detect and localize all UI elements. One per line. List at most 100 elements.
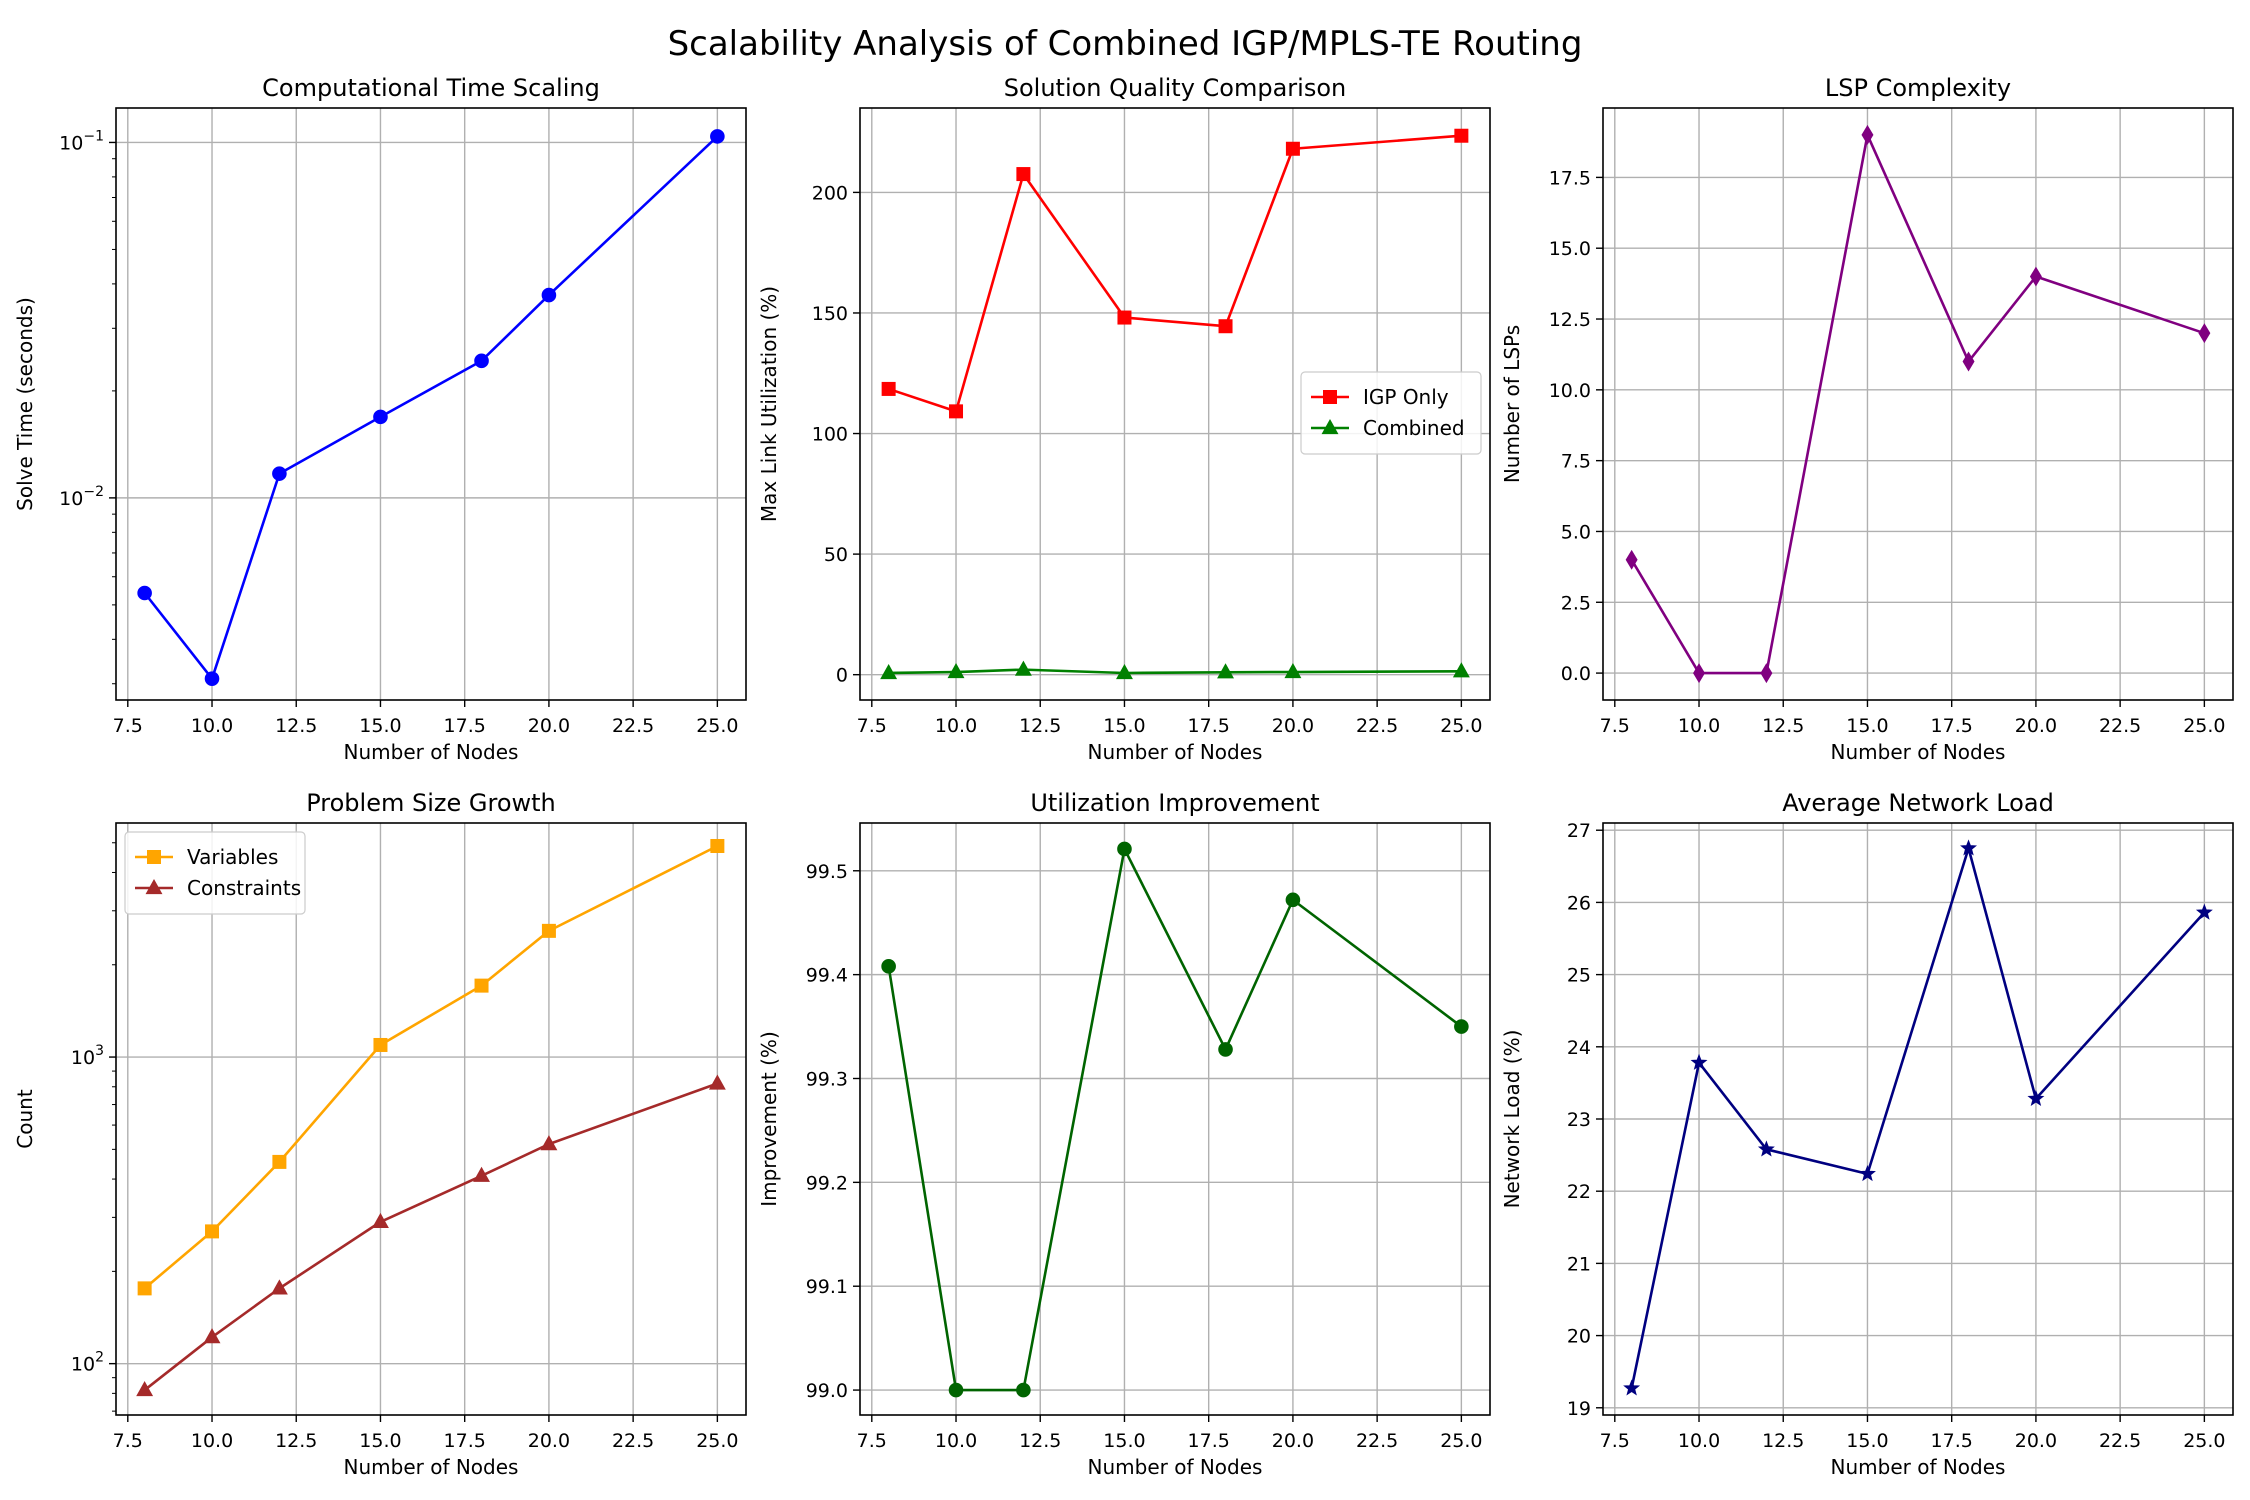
gridlines [860, 108, 1490, 700]
subplot-lsp-complexity: 7.5 10.0 12.5 15.0 17.5 20.0 22.5 25.0 0.0 2.5 5.0… [1500, 74, 2234, 764]
figure-title: Scalability Analysis of Combined IGP/MPL… [668, 24, 1583, 64]
legend-label: IGP Only [1363, 385, 1449, 409]
legend-marker [1323, 390, 1337, 404]
x-tick-label: 20.0 [528, 715, 570, 737]
y-tick-label: 102 [71, 1350, 104, 1376]
x-tick-label: 20.0 [1272, 1430, 1314, 1452]
data-point [880, 663, 898, 680]
data-point [1693, 663, 1705, 684]
y-axis-label: Network Load (%) [1500, 1030, 1524, 1209]
legend-box [1300, 371, 1482, 455]
series-constraints [136, 1074, 726, 1397]
gridlines [1603, 823, 2233, 1415]
x-tick-label: 12.5 [1762, 1430, 1804, 1452]
axes-frame [1602, 107, 2234, 701]
x-tick-label: 12.5 [1019, 715, 1061, 737]
x-tick-label: 15.0 [1103, 1430, 1145, 1452]
legend-item-igp-only: IGP Only [1311, 385, 1449, 409]
subplot-title: Solution Quality Comparison [1004, 74, 1346, 102]
data-point [1454, 128, 1469, 143]
y-tick-label: 2.5 [1561, 592, 1591, 614]
x-tick-label: 10.0 [1678, 1430, 1720, 1452]
data-point [1859, 1164, 1876, 1182]
x-tick-label: 17.5 [444, 1430, 486, 1452]
x-tick-label: 7.5 [113, 715, 143, 737]
data-point [474, 353, 489, 369]
series-line-0 [1623, 839, 2213, 1396]
data-point [137, 1281, 152, 1296]
y-tick-label: 26 [1567, 892, 1591, 914]
data-point [947, 663, 965, 679]
y-tick-label: 99.5 [806, 861, 848, 883]
subplot-computational-time-scaling: 7.5 10.0 12.5 15.0 17.5 20.0 22.5 25.0 10−2 10−1 C… [13, 74, 747, 764]
data-point [949, 404, 964, 419]
x-tick-label: 7.5 [113, 1430, 143, 1452]
y-tick-label: 99.4 [806, 965, 848, 987]
x-tick-label: 7.5 [1600, 1430, 1630, 1452]
data-point [541, 923, 556, 938]
y-tick-label: 17.5 [1549, 167, 1591, 189]
y-tick-label: 100 [812, 424, 848, 446]
y-tick-label: 12.5 [1549, 309, 1591, 331]
x-tick-label: 17.5 [444, 715, 486, 737]
data-point [372, 1212, 389, 1228]
x-tick-label: 22.5 [2099, 715, 2141, 737]
x-tick-label: 25.0 [696, 715, 738, 737]
x-tick-label: 12.5 [1762, 715, 1804, 737]
gridlines [116, 108, 746, 700]
data-point [2195, 903, 2213, 920]
y-axis-label: Solve Time (seconds) [13, 297, 37, 511]
data-point [1623, 1379, 1641, 1396]
subplot-utilization-improvement: 7.5 10.0 12.5 15.0 17.5 20.0 22.5 25.0 99.0 99.1 9… [757, 789, 1491, 1479]
x-tick-label: 10.0 [191, 1430, 233, 1452]
x-tick-label: 10.0 [935, 715, 977, 737]
data-point [708, 1074, 726, 1090]
y-tick-label: 7.5 [1561, 451, 1591, 473]
x-tick-label: 10.0 [1678, 715, 1720, 737]
gridlines [116, 823, 746, 1415]
data-point [1117, 310, 1132, 325]
data-point [1014, 660, 1032, 676]
y-tick-label: 24 [1567, 1037, 1591, 1059]
x-tick-label: 7.5 [857, 1430, 887, 1452]
x-tick-label: 17.5 [1188, 715, 1230, 737]
y-tick-label: 19 [1567, 1398, 1591, 1420]
series-igp-only [881, 128, 1469, 419]
series-variables [137, 838, 725, 1296]
y-tick-label: 99.3 [806, 1068, 848, 1090]
x-tick-label: 22.5 [1356, 715, 1398, 737]
x-tick-label: 17.5 [1931, 1430, 1973, 1452]
subplot-problem-size-growth: 7.5 10.0 12.5 15.0 17.5 20.0 22.5 25.0 102 103 Pro… [13, 789, 747, 1479]
x-axis-label: Number of Nodes [1831, 1455, 2006, 1479]
data-point [1960, 839, 1977, 856]
x-axis-label: Number of Nodes [1088, 740, 1263, 764]
data-point [1116, 663, 1133, 680]
data-point [205, 1224, 220, 1239]
y-tick-label: 150 [812, 303, 848, 325]
x-tick-label: 25.0 [696, 1430, 738, 1452]
legend-marker [147, 850, 161, 864]
x-tick-label: 12.5 [275, 1430, 317, 1452]
data-point [1625, 549, 1638, 570]
data-point [540, 1135, 558, 1151]
subplot-title: Computational Time Scaling [262, 74, 600, 102]
data-point [1016, 167, 1031, 182]
legend-box [124, 831, 306, 915]
x-tick-label: 15.0 [1103, 715, 1145, 737]
data-point [1861, 124, 1874, 145]
data-point [2198, 323, 2211, 344]
legend-marker [1321, 418, 1339, 435]
legend-item-variables: Variables [135, 845, 278, 869]
x-tick-label: 10.0 [191, 715, 233, 737]
data-point [1218, 319, 1233, 334]
y-tick-label: 99.2 [806, 1172, 848, 1194]
data-point [272, 466, 287, 481]
x-tick-label: 17.5 [1188, 1430, 1230, 1452]
data-point [881, 381, 896, 396]
subplot-solution-quality-comparison: 7.5 10.0 12.5 15.0 17.5 20.0 22.5 25.0 0 50 100 150… [757, 74, 1491, 764]
y-axis-label: Improvement (%) [757, 1031, 781, 1207]
data-point [2029, 266, 2042, 287]
y-tick-label: 10−2 [59, 484, 104, 510]
legend-item-combined: Combined [1311, 416, 1465, 440]
data-point [137, 585, 152, 601]
